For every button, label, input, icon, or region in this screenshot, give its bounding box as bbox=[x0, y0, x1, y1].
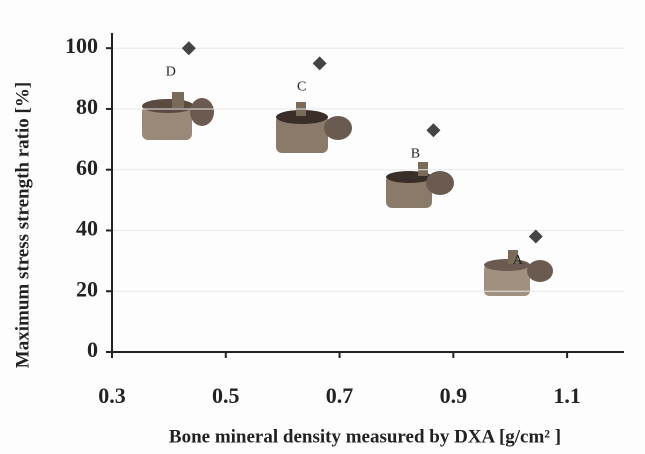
point-label: B bbox=[411, 146, 420, 161]
point-label: C bbox=[297, 80, 306, 95]
y-tick-label: 80 bbox=[76, 94, 98, 119]
x-tick-label: 1.1 bbox=[553, 383, 581, 408]
chart: Bone mineral density measured by DXA [g/… bbox=[0, 0, 645, 454]
x-tick-label: 0.3 bbox=[98, 383, 126, 408]
point-label: D bbox=[166, 64, 176, 79]
y-axis-title: Maximum stress strength ratio [%] bbox=[12, 82, 33, 368]
y-tick-label: 20 bbox=[76, 276, 98, 301]
x-tick-label: 0.7 bbox=[326, 383, 354, 408]
y-tick-label: 100 bbox=[65, 33, 98, 58]
x-tick-label: 0.9 bbox=[440, 383, 468, 408]
point-label: A bbox=[513, 253, 524, 268]
y-tick-label: 60 bbox=[76, 155, 98, 180]
x-axis-title: Bone mineral density measured by DXA [g/… bbox=[169, 426, 561, 447]
x-tick-label: 0.5 bbox=[212, 383, 240, 408]
y-tick-label: 0 bbox=[87, 337, 98, 362]
y-tick-label: 40 bbox=[76, 216, 98, 241]
